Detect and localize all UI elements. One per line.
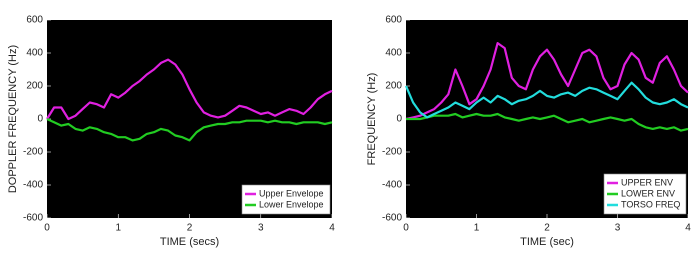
series-line	[46, 58, 333, 121]
x-tick-label: 2	[544, 223, 550, 234]
legend-label: Lower Envelope	[259, 199, 324, 209]
x-tick-label: 0	[44, 223, 50, 234]
chart: -600 -400 -200 0 200 400 600 0 1 2 3 4 TIME (secs) DO…	[7, 15, 335, 248]
y-tick-label: -600	[23, 213, 43, 224]
legend-label: LOWER ENV	[621, 188, 675, 198]
legend-label: TORSO FREQ	[621, 199, 680, 209]
y-tick-label: 200	[26, 81, 43, 92]
series-line	[46, 118, 333, 142]
x-axis-title: TIME (sec)	[520, 236, 574, 248]
legend-label: UPPER ENV	[621, 177, 673, 187]
x-tick-label: 3	[615, 223, 621, 234]
y-tick-label: -200	[23, 147, 43, 158]
chart: -600 -400 -200 0 200 400 600 0 1 2 3 4 TIME (sec) FRE…	[366, 15, 691, 248]
series-line	[405, 42, 689, 121]
y-tick-label: -400	[23, 180, 43, 191]
y-tick-label: 400	[26, 48, 43, 59]
x-tick-label: 4	[329, 223, 335, 234]
x-tick-label: 2	[187, 223, 193, 234]
y-tick-label: 200	[385, 81, 402, 92]
y-tick-label: -200	[382, 147, 402, 158]
y-axis-title: DOPPLER FREQUENCY (Hz)	[7, 45, 19, 193]
x-tick-label: 1	[474, 223, 480, 234]
y-tick-label: -600	[382, 213, 402, 224]
y-tick-label: 600	[385, 15, 402, 26]
x-tick-label: 4	[685, 223, 691, 234]
series-line	[404, 81, 689, 119]
x-tick-label: 1	[115, 223, 121, 234]
y-tick-label: 0	[396, 114, 402, 125]
y-tick-label: 400	[385, 48, 402, 59]
x-tick-label: 0	[403, 223, 409, 234]
series-line	[406, 112, 689, 132]
x-tick-label: 3	[258, 223, 264, 234]
legend-label: Upper Envelope	[259, 188, 324, 198]
y-tick-label: 600	[26, 15, 43, 26]
legend-box	[241, 184, 331, 215]
x-axis-title: TIME (secs)	[160, 236, 219, 248]
y-tick-label: 0	[37, 114, 43, 125]
y-tick-label: -400	[382, 180, 402, 191]
y-axis-title: FREQUENCY (Hz)	[366, 73, 378, 166]
